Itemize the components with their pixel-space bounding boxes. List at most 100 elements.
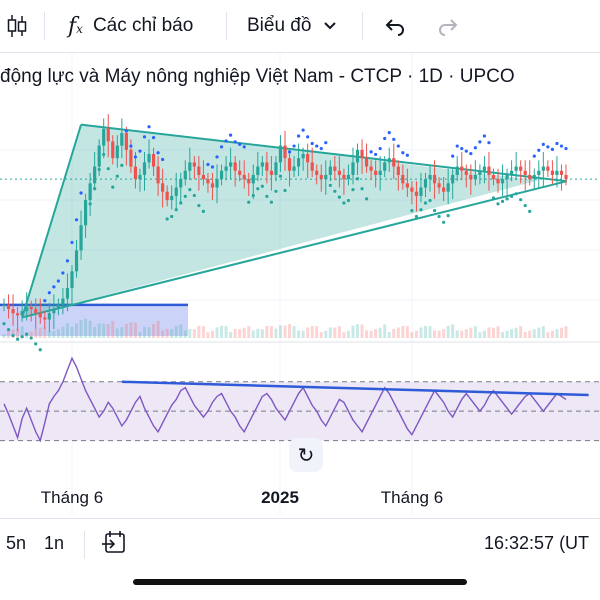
indicator-dot xyxy=(192,193,196,198)
candle-body xyxy=(183,170,187,180)
candle-body xyxy=(487,166,491,175)
range-5y-button[interactable]: 5n xyxy=(6,533,27,553)
volume-bar xyxy=(451,324,455,338)
volume-bar xyxy=(319,332,323,338)
candle-body xyxy=(510,170,514,175)
volume-bar xyxy=(201,326,205,338)
indicator-dot xyxy=(555,141,559,146)
indicator-dot xyxy=(20,335,24,339)
volume-bar xyxy=(464,329,468,338)
indicator-dot xyxy=(120,163,124,167)
indicator-dot xyxy=(133,155,138,159)
range-1y-button[interactable]: 1n xyxy=(44,533,65,553)
indicator-dot xyxy=(355,177,360,181)
indicator-dot xyxy=(269,200,274,204)
volume-bar xyxy=(16,328,20,338)
volume-bar xyxy=(170,329,174,338)
volume-bar xyxy=(428,326,432,338)
indicator-dot xyxy=(432,208,437,213)
candle-body xyxy=(319,174,323,180)
volume-bar xyxy=(351,325,355,338)
volume-bar xyxy=(20,326,24,338)
redo-button[interactable] xyxy=(437,0,459,52)
calendar-arrow-icon xyxy=(102,531,125,553)
volume-bar xyxy=(333,327,337,338)
candle-body xyxy=(6,304,11,310)
indicator-dot xyxy=(247,200,251,204)
candles-icon[interactable] xyxy=(6,0,28,52)
candle-body xyxy=(541,166,545,171)
indicator-dot xyxy=(47,291,51,295)
candle-body xyxy=(519,166,523,171)
indicators-button[interactable]: fx Các chỉ báo xyxy=(68,0,193,52)
indicator-dot xyxy=(342,201,346,205)
candle-body xyxy=(360,149,364,159)
indicator-dot xyxy=(351,188,355,192)
candle-body xyxy=(355,149,360,163)
candle-body xyxy=(269,170,274,175)
indicator-dot xyxy=(500,199,505,203)
volume-bar xyxy=(396,327,400,338)
candle-body xyxy=(265,162,269,171)
triangle-upper-line xyxy=(80,123,567,183)
candle-body xyxy=(156,166,160,184)
chart-canvas[interactable]: Tháng 6 2025 Tháng 6 xyxy=(0,0,600,518)
volume-bar xyxy=(192,329,196,338)
volume-bar xyxy=(392,328,396,338)
candle-body xyxy=(383,162,387,171)
volume-bar xyxy=(147,327,151,338)
indicator-dot xyxy=(419,208,423,212)
candle-body xyxy=(532,174,536,180)
indicator-dot xyxy=(514,192,518,196)
indicator-dot xyxy=(278,174,283,178)
indicator-dot xyxy=(52,285,56,289)
volume-bar xyxy=(43,327,47,338)
volume-bar xyxy=(387,332,391,338)
volume-bar xyxy=(455,330,459,338)
toolbar-divider xyxy=(226,12,227,40)
volume-bar xyxy=(424,325,427,338)
candle-body xyxy=(74,250,79,272)
indicator-dot xyxy=(74,218,79,222)
candle-body xyxy=(387,158,391,163)
triangle-lower-line xyxy=(21,180,568,319)
candle-body xyxy=(97,145,101,167)
volume-bar xyxy=(238,329,242,338)
volume-bar xyxy=(496,326,500,338)
indicator-dot xyxy=(93,187,97,191)
candle-body xyxy=(374,170,378,175)
candle-body xyxy=(442,187,446,192)
volume-bar xyxy=(419,327,423,338)
volume-bar xyxy=(528,330,532,338)
symbol-title: động lực và Máy nông nghiệp Việt Nam - C… xyxy=(0,66,515,87)
candle-body xyxy=(247,179,251,184)
volume-bar xyxy=(414,330,418,338)
indicator-dot xyxy=(224,139,228,143)
candle-body xyxy=(242,174,246,180)
candle-body xyxy=(278,145,283,163)
candle-body xyxy=(369,166,373,171)
candle-body xyxy=(106,128,110,142)
candle-body xyxy=(451,174,455,184)
candle-body xyxy=(292,166,296,171)
volume-bar xyxy=(161,330,165,338)
volume-bar xyxy=(106,324,110,338)
volume-bar xyxy=(546,332,550,338)
indicator-dot xyxy=(324,141,328,145)
indicator-dot xyxy=(274,189,278,193)
chart-type-button[interactable]: Biểu đồ xyxy=(247,0,337,52)
volume-bar xyxy=(174,325,178,338)
candle-body xyxy=(201,174,206,180)
undo-button[interactable] xyxy=(384,0,406,52)
volume-bar xyxy=(206,332,210,338)
indicator-dot xyxy=(306,135,310,139)
candle-body xyxy=(120,133,124,146)
indicator-dot xyxy=(478,140,482,144)
indicator-dot xyxy=(405,153,409,157)
go-to-date-button[interactable] xyxy=(100,529,128,562)
indicator-dot xyxy=(2,322,6,326)
reset-chart-button[interactable]: ↻ xyxy=(289,438,323,472)
volume-bar xyxy=(29,331,33,338)
volume-bar xyxy=(269,326,273,338)
volume-bar xyxy=(138,332,142,338)
